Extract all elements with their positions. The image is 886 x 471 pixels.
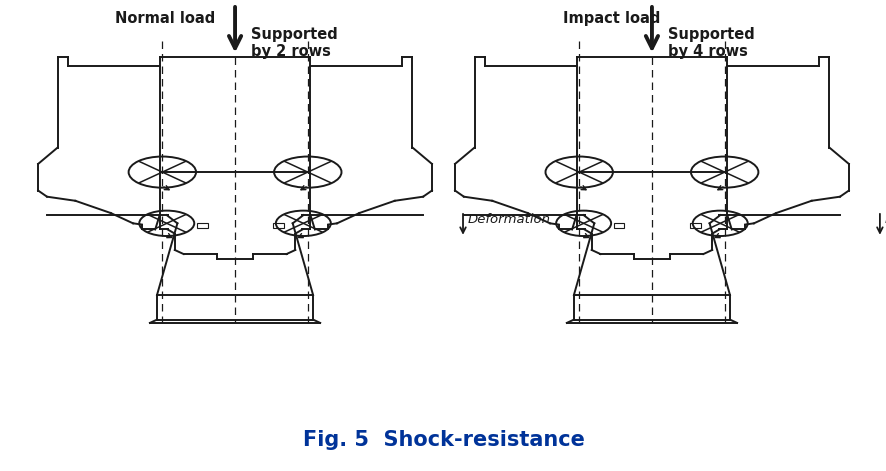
Bar bbox=[613, 223, 624, 228]
Text: Supported
by 4 rows: Supported by 4 rows bbox=[667, 27, 754, 59]
Text: Impact load: Impact load bbox=[563, 11, 660, 26]
Text: Deformation: Deformation bbox=[467, 213, 550, 226]
Text: Normal load: Normal load bbox=[115, 11, 215, 26]
Text: Deformation: Deformation bbox=[883, 213, 886, 226]
Bar bbox=[689, 223, 700, 228]
Bar bbox=[273, 223, 284, 228]
Text: Supported
by 2 rows: Supported by 2 rows bbox=[251, 27, 338, 59]
Text: Fig. 5  Shock-resistance: Fig. 5 Shock-resistance bbox=[302, 430, 584, 450]
Bar bbox=[197, 223, 207, 228]
